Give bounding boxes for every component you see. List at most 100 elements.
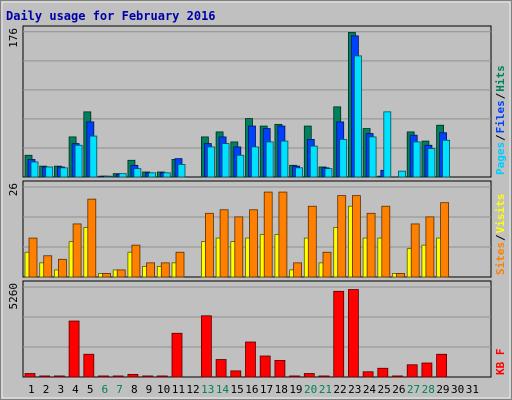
legend-label: / [494,92,507,99]
bar-hits-pages-day-26 [398,170,406,178]
bar-hits-pages-day-28 [427,148,436,178]
x-tick-label-day-15: 15 [231,383,244,396]
x-tick-label-day-23: 23 [348,383,361,396]
x-tick-label-day-22: 22 [333,383,346,396]
bar-hits-pages-day-29 [442,139,451,178]
bar-kbytes-kb-f-day-17 [259,355,271,378]
bar-hits-pages-day-19 [295,167,304,178]
bar-kbytes-kb-f-day-7 [112,375,124,378]
x-tick-label-day-16: 16 [245,383,258,396]
bar-hits-pages-day-4 [74,144,83,178]
bar-kbytes-kb-f-day-9 [142,375,154,378]
bar-visits-sites-day-14 [219,209,229,278]
bar-visits-sites-day-23 [351,195,361,278]
x-tick-label-day-19: 19 [289,383,302,396]
legend-label: / [494,134,507,141]
bar-hits-pages-day-9 [148,172,157,178]
bar-hits-pages-day-24 [368,136,377,178]
x-tick-label-day-1: 1 [28,383,35,396]
bar-kbytes-kb-f-day-1 [24,373,36,378]
bar-hits-pages-day-22 [339,139,348,178]
bar-hits-pages-day-14 [221,143,230,178]
bar-hits-pages-day-25 [383,111,392,178]
bar-visits-sites-day-29 [440,202,450,278]
bar-kbytes-kb-f-day-8 [127,373,139,378]
bar-visits-sites-day-17 [263,191,273,278]
bar-visits-sites-day-9 [146,262,156,278]
chart-title: Daily usage for February 2016 [6,9,216,23]
y-max-label-visits: 26 [7,183,20,196]
bar-kbytes-kb-f-day-28 [421,362,433,378]
x-tick-label-day-7: 7 [116,383,123,396]
bar-kbytes-kb-f-day-5 [83,353,95,378]
bar-visits-sites-day-11 [175,251,185,278]
bar-kbytes-kb-f-day-25 [377,367,389,378]
x-tick-label-day-27: 27 [407,383,420,396]
x-tick-label-day-3: 3 [57,383,64,396]
x-tick-label-day-31: 31 [466,383,479,396]
bar-hits-pages-day-27 [412,141,421,178]
panel-kbytes-plot-area [22,280,492,378]
x-tick-label-day-11: 11 [172,383,185,396]
bar-kbytes-kb-f-day-23 [347,289,359,378]
legend-visits: Sites/Visits [494,194,507,275]
bar-hits-pages-day-8 [133,168,142,178]
bar-visits-sites-day-22 [337,195,347,278]
x-tick-label-day-17: 17 [260,383,273,396]
x-tick-label-day-21: 21 [319,383,332,396]
bar-visits-sites-day-25 [381,205,391,278]
legend-label: Hits [494,65,507,92]
bar-hits-pages-day-11 [177,164,186,178]
bar-visits-sites-day-2 [43,255,53,278]
x-tick-label-day-29: 29 [436,383,449,396]
bar-kbytes-kb-f-day-18 [274,359,286,378]
x-tick-label-day-30: 30 [451,383,464,396]
x-tick-label-day-25: 25 [378,383,391,396]
bar-kbytes-kb-f-day-4 [68,320,80,378]
x-tick-label-day-8: 8 [131,383,138,396]
x-tick-label-day-20: 20 [304,383,317,396]
bar-hits-pages-day-7 [118,173,127,178]
bar-kbytes-kb-f-day-20 [303,373,315,378]
bar-kbytes-kb-f-day-6 [98,375,109,378]
bar-kbytes-kb-f-day-11 [171,332,183,378]
x-tick-label-day-2: 2 [43,383,50,396]
bar-visits-sites-day-5 [87,198,97,278]
bar-visits-sites-day-13 [204,212,214,278]
bar-visits-sites-day-28 [425,216,435,278]
bar-kbytes-kb-f-day-16 [245,341,256,378]
bar-hits-pages-day-5 [89,135,98,178]
bar-visits-sites-day-6 [102,273,111,278]
bar-visits-sites-day-16 [249,209,258,278]
x-tick-label-day-5: 5 [87,383,94,396]
bar-hits-pages-day-21 [324,168,333,178]
legend-label: / [494,234,507,241]
bar-hits-pages-day-18 [280,140,289,178]
panel-kbytes: 5260 KB F [7,280,507,378]
bar-kbytes-kb-f-day-26 [392,375,403,378]
bar-kbytes-kb-f-day-24 [362,371,374,378]
y-max-label-kbytes: 5260 [7,283,20,310]
bar-hits-pages-day-6 [104,175,112,178]
bar-visits-sites-day-26 [396,273,405,278]
legend-label: Pages [494,142,507,175]
x-tick-label-day-13: 13 [201,383,214,396]
x-tick-label-day-24: 24 [363,383,377,396]
x-tick-label-day-26: 26 [392,383,405,396]
x-tick-label-day-14: 14 [216,383,230,396]
x-tick-label-day-18: 18 [275,383,288,396]
bar-kbytes-kb-f-day-2 [39,375,51,378]
x-tick-label-day-10: 10 [157,383,170,396]
bar-visits-sites-day-19 [293,262,303,278]
bar-hits-pages-day-2 [45,166,54,178]
bar-hits-pages-day-16 [251,146,259,178]
x-tick-label-day-28: 28 [422,383,435,396]
bar-visits-sites-day-24 [366,212,376,278]
legend-kbytes: KB F [494,349,507,376]
x-tick-label-day-6: 6 [102,383,109,396]
bar-hits-pages-day-13 [206,146,215,178]
y-max-label-hits: 176 [7,28,20,48]
bar-visits-sites-day-20 [307,205,317,278]
bar-hits-pages-day-23 [353,55,362,178]
